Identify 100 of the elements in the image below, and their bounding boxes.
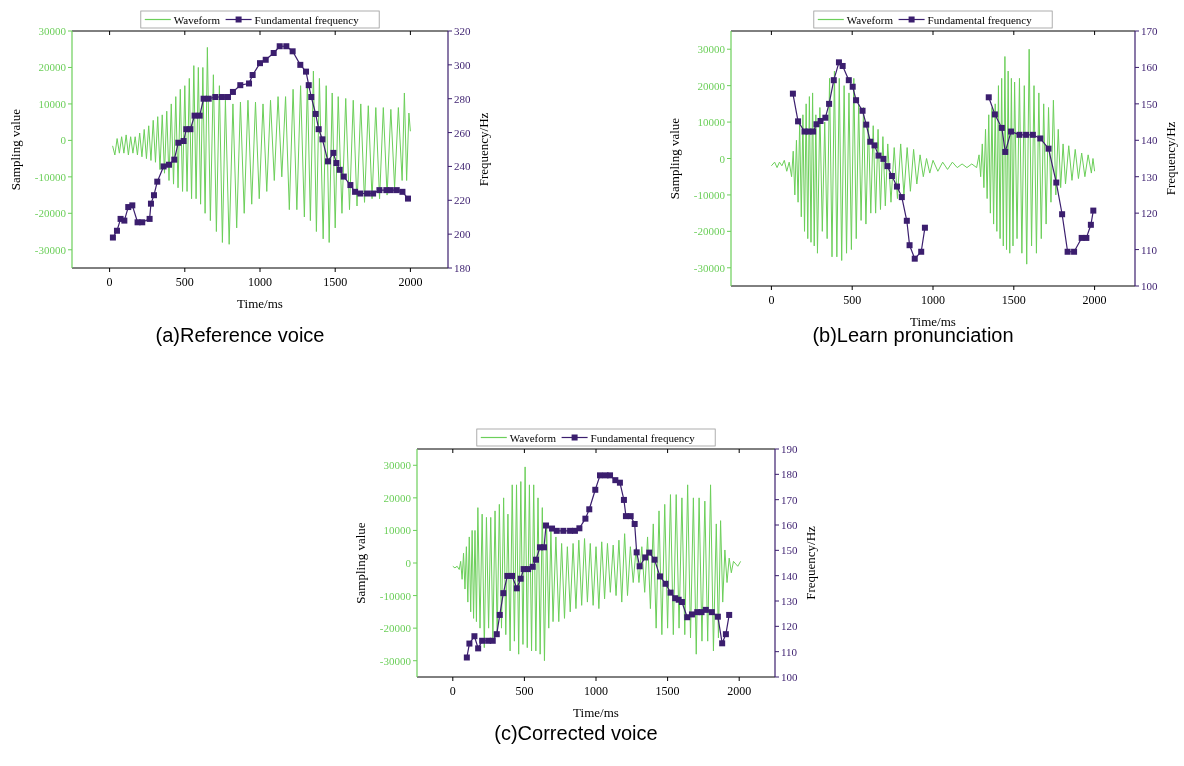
point bbox=[466, 640, 473, 647]
point bbox=[789, 90, 796, 97]
x-tick-label: 1500 bbox=[323, 275, 348, 289]
point bbox=[270, 50, 277, 57]
point bbox=[212, 94, 219, 101]
point bbox=[187, 126, 194, 133]
point bbox=[496, 611, 503, 618]
y-tick-label: -10000 bbox=[34, 170, 67, 183]
y-tick-label: -30000 bbox=[379, 654, 412, 667]
text: (a)Reference voice bbox=[155, 324, 325, 346]
point bbox=[1002, 148, 1009, 155]
point bbox=[129, 202, 136, 209]
y-tick-label: 10000 bbox=[38, 97, 67, 110]
point bbox=[633, 549, 640, 556]
point bbox=[576, 525, 583, 532]
point bbox=[853, 97, 860, 104]
y-tick-label: -30000 bbox=[693, 261, 726, 274]
point bbox=[146, 215, 153, 222]
y2-tick-label: 260 bbox=[454, 126, 471, 139]
point bbox=[218, 94, 225, 101]
point bbox=[330, 149, 337, 156]
y-tick-label: 20000 bbox=[383, 491, 412, 504]
point bbox=[517, 575, 524, 582]
y-tick-label: -10000 bbox=[379, 589, 412, 602]
y-tick-label: -30000 bbox=[34, 243, 67, 256]
y-tick-label: -20000 bbox=[379, 622, 412, 635]
point bbox=[826, 100, 833, 107]
legend-label: Fundamental frequency bbox=[590, 431, 696, 444]
point bbox=[196, 112, 203, 119]
point bbox=[246, 80, 253, 87]
point bbox=[471, 633, 478, 640]
point bbox=[249, 72, 256, 79]
point bbox=[620, 496, 627, 503]
x-axis-title: Time/ms bbox=[237, 296, 283, 311]
y2-tick-label: 170 bbox=[1141, 25, 1158, 37]
y2-tick-label: 180 bbox=[781, 468, 798, 481]
y-tick-label: -10000 bbox=[693, 188, 726, 201]
point bbox=[489, 637, 496, 644]
point bbox=[991, 111, 998, 118]
point bbox=[1016, 131, 1023, 138]
y2-tick-label: 100 bbox=[1141, 280, 1158, 292]
point bbox=[702, 606, 709, 613]
x-tick-label: 2000 bbox=[398, 275, 423, 289]
point bbox=[347, 182, 354, 189]
point bbox=[1008, 128, 1015, 135]
y2-tick-label: 300 bbox=[454, 58, 471, 71]
point bbox=[627, 513, 634, 520]
point bbox=[830, 77, 837, 84]
point bbox=[1064, 248, 1071, 255]
x-tick-label: 0 bbox=[449, 684, 456, 698]
x-tick-label: 1500 bbox=[655, 684, 680, 698]
point bbox=[903, 217, 910, 224]
y-tick-label: 30000 bbox=[38, 25, 67, 37]
y2-tick-label: 150 bbox=[1141, 97, 1158, 110]
y2-tick-label: 150 bbox=[781, 544, 798, 557]
point bbox=[224, 94, 231, 101]
point bbox=[719, 640, 726, 647]
x-tick-label: 1000 bbox=[248, 275, 272, 289]
point bbox=[257, 60, 263, 67]
point bbox=[553, 527, 560, 534]
point bbox=[513, 585, 520, 592]
point bbox=[324, 158, 331, 165]
point bbox=[289, 48, 296, 55]
point bbox=[998, 124, 1005, 131]
point bbox=[237, 82, 244, 89]
point bbox=[921, 224, 928, 231]
point bbox=[597, 472, 604, 479]
point bbox=[262, 56, 269, 63]
point bbox=[646, 549, 653, 556]
point bbox=[283, 43, 290, 50]
point bbox=[631, 520, 638, 527]
point bbox=[888, 172, 895, 179]
point bbox=[651, 556, 658, 563]
y2-tick-label: 120 bbox=[1141, 207, 1158, 220]
point bbox=[139, 219, 146, 226]
point bbox=[822, 114, 829, 121]
point bbox=[813, 121, 820, 128]
y-axis-title: Sampling value bbox=[8, 108, 23, 191]
point bbox=[463, 654, 470, 661]
point bbox=[297, 61, 304, 68]
y-tick-label: 30000 bbox=[383, 459, 412, 472]
point bbox=[1090, 207, 1097, 214]
y-tick-label: 0 bbox=[405, 557, 412, 569]
point bbox=[612, 477, 619, 484]
y-axis-title: Sampling value bbox=[667, 117, 682, 200]
point bbox=[500, 590, 507, 597]
x-axis-title: Time/ms bbox=[573, 705, 619, 720]
point bbox=[312, 110, 319, 117]
point bbox=[867, 138, 874, 145]
point bbox=[147, 200, 154, 207]
point bbox=[533, 556, 539, 563]
x-tick-label: 0 bbox=[768, 293, 775, 307]
y2-tick-label: 170 bbox=[781, 493, 798, 506]
y2-tick-label: 280 bbox=[454, 92, 471, 105]
y2-tick-label: 110 bbox=[781, 645, 798, 658]
x-tick-label: 2000 bbox=[727, 684, 752, 698]
point bbox=[303, 68, 310, 75]
point bbox=[906, 242, 913, 249]
point bbox=[722, 631, 729, 638]
legend-label: Waveform bbox=[846, 13, 894, 26]
